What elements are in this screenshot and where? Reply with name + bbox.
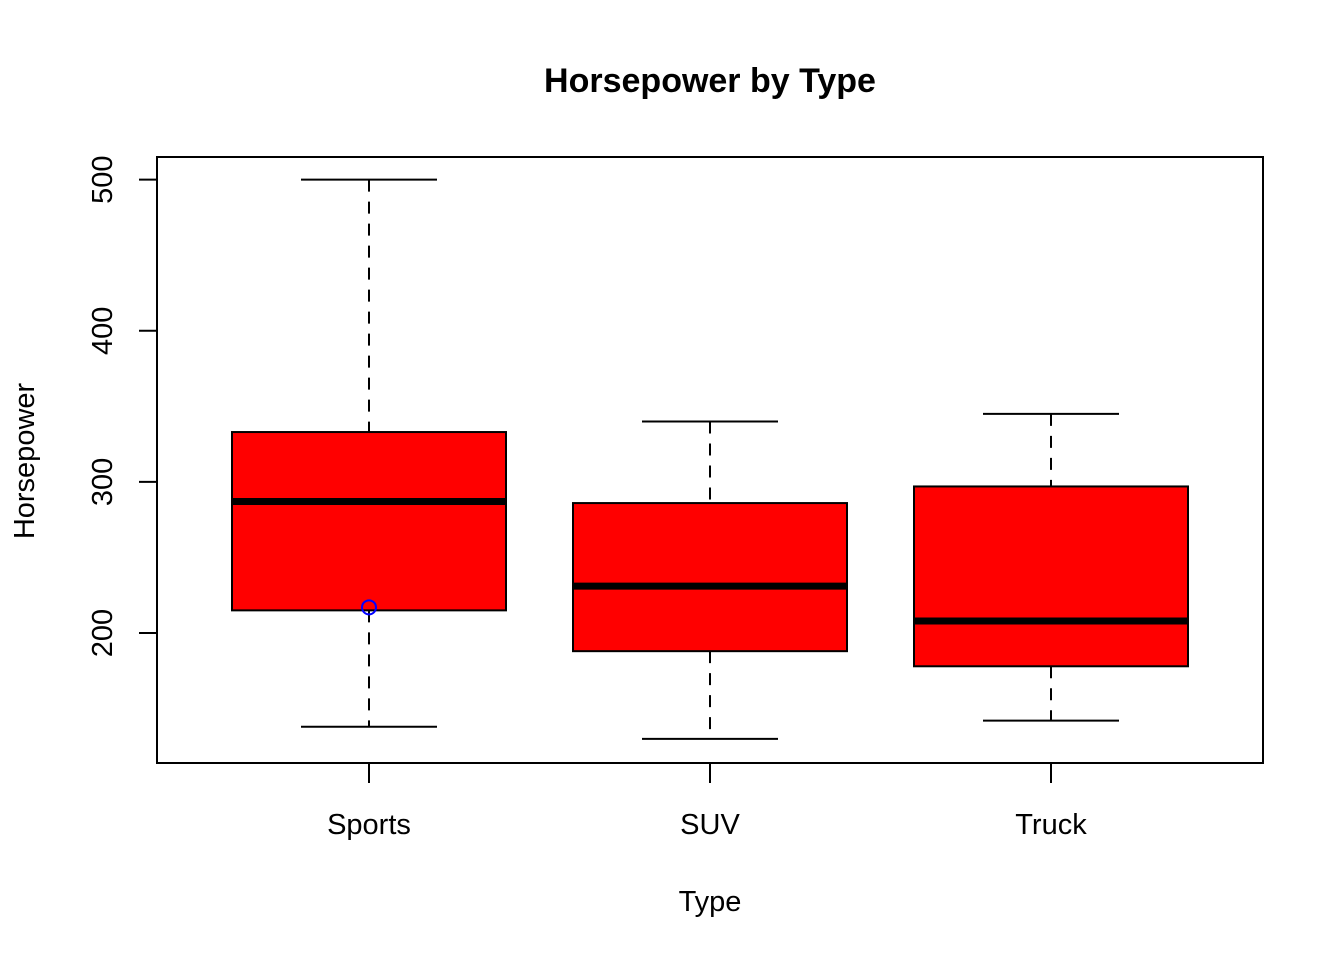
y-tick-label: 200 [87,609,119,657]
box-sports [231,178,507,728]
mean-marker [361,599,377,616]
iqr-box [231,431,507,612]
x-tick-label: SUV [680,809,740,841]
iqr-box [572,502,848,653]
x-tick-label: Sports [327,809,411,841]
chart-title: Horsepower by Type [544,62,876,100]
boxes-group [231,178,1189,740]
box-suv [572,420,848,740]
x-tick-label: Truck [1015,809,1087,841]
y-tick-label: 400 [87,307,119,355]
y-axis-label: Horsepower [9,382,41,539]
x-axis: Sports SUV Truck [327,763,1087,841]
y-axis: 200 300 400 500 [87,155,157,657]
iqr-box [913,485,1189,668]
y-tick-label: 300 [87,458,119,506]
x-axis-label: Type [679,886,742,918]
y-tick-label: 500 [87,155,119,203]
box-truck [913,412,1189,722]
